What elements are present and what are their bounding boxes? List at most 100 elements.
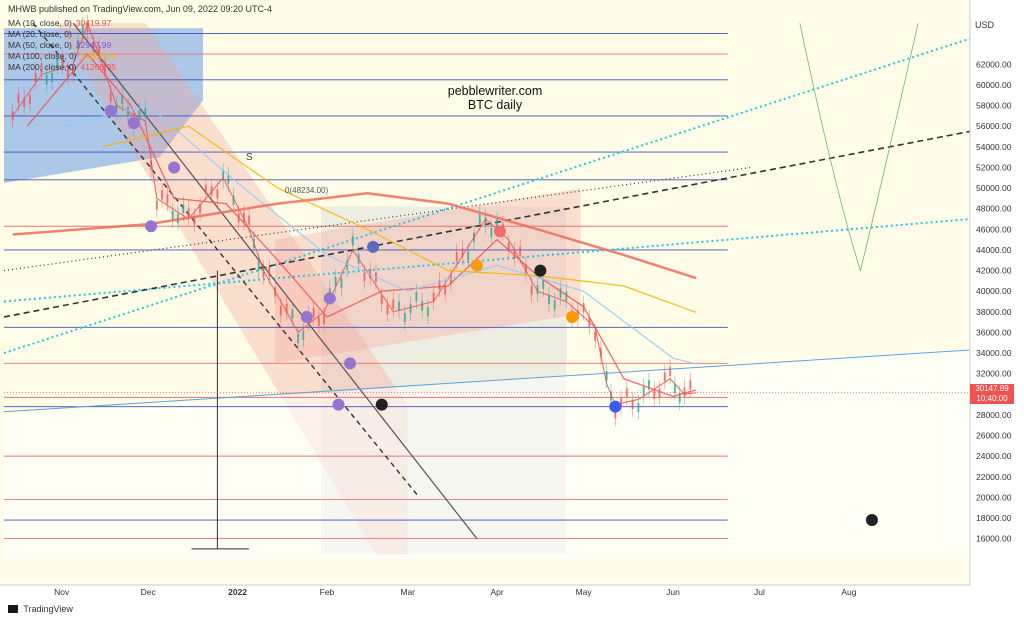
marker-dot [865, 514, 878, 527]
marker-dot [145, 220, 158, 233]
candle-body [678, 393, 681, 403]
ma-label: MA (10, close, 0) [8, 18, 72, 28]
candle-body [507, 242, 510, 252]
y-tick-label: 62000.00 [976, 59, 1012, 69]
marker-dot [300, 310, 313, 323]
candle-body [262, 268, 265, 278]
candle-body [363, 272, 366, 282]
candle-body [637, 402, 640, 412]
candle-body [461, 248, 464, 258]
candle-body [547, 294, 550, 305]
publish-header: MHWB published on TradingView.com, Jun 0… [8, 4, 272, 14]
ma-legend-row[interactable]: MA (100, close, 0) 37953.16 [8, 51, 116, 61]
y-tick-label: 18000.00 [976, 513, 1012, 523]
candle-body [530, 285, 533, 295]
candle-body [625, 388, 628, 398]
candle-body [23, 97, 26, 107]
ma-legend-row[interactable]: MA (10, close, 0) 30419.97 [8, 18, 111, 28]
ma-legend-row[interactable]: MA (200, close, 0) 41268.95 [8, 62, 116, 72]
candle-body [109, 92, 112, 103]
candle-body [297, 333, 300, 344]
y-tick-label: 26000.00 [976, 431, 1012, 441]
candle-body [426, 307, 429, 317]
time-axis: Nov Dec 2022 Feb Mar Apr May Jun Jul Aug [0, 584, 1024, 621]
candle-body [351, 236, 354, 246]
y-tick-label: 50000.00 [976, 183, 1012, 193]
candle-body [312, 308, 315, 318]
candle-body [647, 380, 650, 390]
candle-body [115, 103, 118, 114]
candle-body [98, 44, 101, 55]
blue-zone [4, 28, 203, 183]
marker-dot [104, 104, 117, 117]
candle-body [599, 348, 602, 358]
tradingview-logo-icon [8, 605, 18, 613]
black-dashed-line [3, 130, 971, 318]
ma-value: 30419.97 [75, 18, 112, 28]
ma-legend-row[interactable]: MA (20, close, 0) [8, 29, 76, 39]
candle-body [369, 268, 372, 279]
marker-dot [375, 398, 388, 411]
currency-label: USD [975, 20, 995, 30]
candle-body [392, 299, 395, 309]
ma-label: MA (20, close, 0) [8, 29, 72, 39]
x-tick-label: Feb [320, 587, 335, 597]
candle-body [227, 174, 230, 184]
candle-body [553, 300, 556, 310]
marker-dot [609, 400, 622, 413]
candle-body [594, 331, 597, 342]
candle-body [519, 246, 522, 257]
candle-body [150, 160, 153, 170]
candle-body [653, 389, 656, 399]
marker-dot [332, 398, 345, 411]
candle-body [161, 190, 164, 200]
series-line [101, 125, 697, 313]
marker-dot [127, 117, 140, 130]
candle-body [144, 108, 147, 118]
candle-body [187, 208, 190, 218]
watermark: pebblewriter.com BTC daily [440, 84, 550, 112]
candle-body [403, 313, 406, 323]
fib-label: 0(48234.00) [285, 186, 328, 195]
brand-label: TradingView [23, 604, 73, 614]
y-tick-label: 22000.00 [976, 472, 1012, 482]
ma-label: MA (50, close, 0) [8, 40, 72, 50]
series-line [61, 104, 697, 365]
candle-body [317, 316, 320, 327]
candle-body [467, 251, 470, 261]
candle-body [216, 189, 219, 199]
marker-dot [534, 264, 547, 277]
ma-legend-row[interactable]: MA (50, close, 0) 32947.99 [8, 40, 111, 50]
candle-body [34, 72, 37, 83]
candle-body [484, 217, 487, 227]
candle-body [334, 276, 337, 287]
price-axis: 16000.00 18000.00 20000.00 22000.00 24000.00… [969, 0, 1024, 600]
candle-body [302, 330, 305, 341]
candle-body [455, 251, 458, 262]
y-tick-label: 16000.00 [976, 534, 1012, 544]
y-tick-label: 46000.00 [976, 224, 1012, 234]
x-tick-label: Apr [490, 587, 503, 597]
black-dotted-line [3, 166, 751, 272]
y-tick-label: 60000.00 [976, 80, 1012, 90]
candle-body [689, 380, 692, 390]
candle-body [257, 261, 260, 271]
cyan-dotted-upper [3, 37, 971, 354]
zone-layer [4, 23, 970, 560]
candle-body [171, 210, 174, 221]
current-price-value: 30147.89 [975, 384, 1009, 393]
y-tick-label: 52000.00 [976, 162, 1012, 172]
candle-body [605, 371, 608, 381]
x-tick-label: Nov [54, 587, 70, 597]
ma-value: 32947.99 [75, 40, 112, 50]
candle-body [565, 291, 568, 301]
candle-body [222, 170, 225, 181]
y-tick-label: 48000.00 [976, 204, 1012, 214]
candle-body [17, 93, 20, 104]
y-tick-label: 38000.00 [976, 307, 1012, 317]
ma-label: MA (100, close, 0) [8, 51, 77, 61]
tradingview-brand[interactable]: TradingView [8, 604, 73, 614]
candle-body [86, 22, 89, 32]
candle-body [28, 94, 31, 105]
